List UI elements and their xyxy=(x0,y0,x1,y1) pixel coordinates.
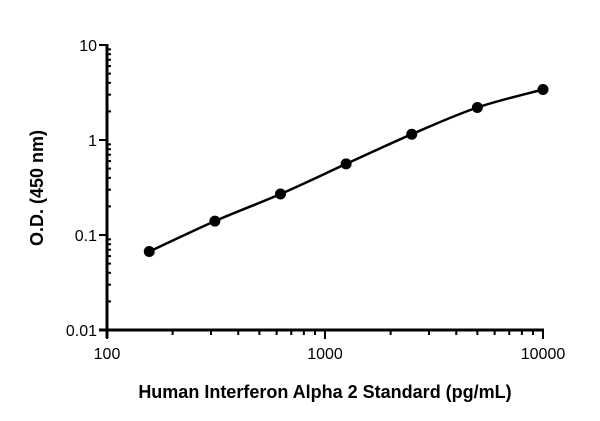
y-axis: 0.01 0.1 1 10 xyxy=(66,38,111,340)
x-tick-label: 10000 xyxy=(521,346,566,363)
y-tick-label: 0.1 xyxy=(75,228,97,245)
x-axis-title: Human Interferon Alpha 2 Standard (pg/mL… xyxy=(138,382,511,402)
data-point-marker xyxy=(537,84,549,96)
y-tick-label: 10 xyxy=(79,38,97,55)
data-points xyxy=(143,84,549,258)
y-axis-title: O.D. (450 nm) xyxy=(27,130,47,246)
data-point-marker xyxy=(143,246,155,258)
x-tick-label: 1000 xyxy=(307,346,343,363)
fitted-curve xyxy=(148,88,544,253)
curve-path xyxy=(148,88,544,253)
data-point-marker xyxy=(275,188,287,200)
data-point-marker xyxy=(471,101,483,113)
x-tick-label: 100 xyxy=(94,346,121,363)
data-point-marker xyxy=(340,158,352,170)
data-point-marker xyxy=(406,128,418,140)
y-tick-label: 1 xyxy=(88,133,97,150)
y-tick-label: 0.01 xyxy=(66,323,97,340)
x-axis: 100 1000 10000 xyxy=(94,328,566,363)
data-point-marker xyxy=(209,215,221,227)
